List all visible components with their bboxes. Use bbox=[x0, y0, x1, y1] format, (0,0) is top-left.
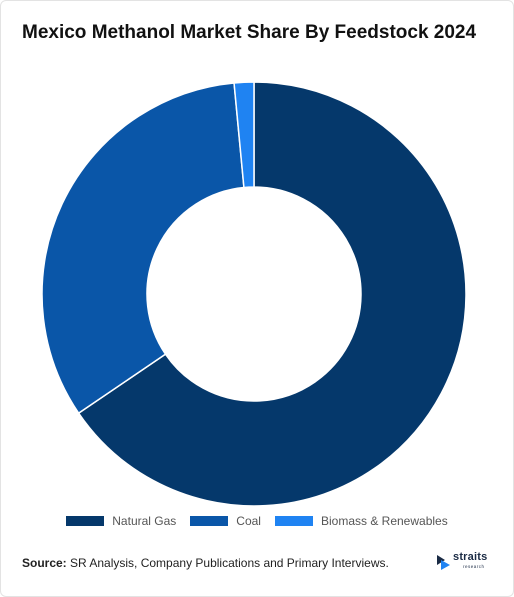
donut-slice-biomass-renewables bbox=[233, 81, 255, 189]
legend-item: Coal bbox=[190, 514, 261, 528]
logo-subtitle: research bbox=[463, 564, 485, 569]
legend-swatch bbox=[190, 516, 229, 526]
chart-title: Mexico Methanol Market Share By Feedstoc… bbox=[22, 22, 477, 43]
donut-slice-natural-gas bbox=[77, 81, 467, 507]
legend-label: Coal bbox=[236, 514, 261, 528]
legend-item: Natural Gas bbox=[66, 514, 176, 528]
source-note: Source: SR Analysis, Company Publication… bbox=[22, 556, 389, 570]
legend-swatch bbox=[66, 516, 105, 526]
source-label: Source: bbox=[22, 556, 67, 570]
legend-swatch bbox=[274, 516, 313, 526]
legend-label: Biomass & Renewables bbox=[320, 514, 448, 528]
chart-legend: Natural Gas Coal Biomass & Renewables bbox=[0, 514, 514, 528]
straits-logo: straits research bbox=[436, 550, 498, 574]
straits-logo-icon bbox=[437, 555, 450, 570]
source-text: SR Analysis, Company Publications and Pr… bbox=[66, 556, 389, 570]
legend-item: Biomass & Renewables bbox=[274, 514, 448, 528]
donut-slice-coal bbox=[41, 82, 245, 415]
logo-name: straits bbox=[453, 551, 488, 563]
legend-label: Natural Gas bbox=[112, 514, 177, 528]
